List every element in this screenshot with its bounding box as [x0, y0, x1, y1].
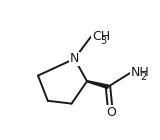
Text: N: N	[70, 52, 79, 65]
Text: 2: 2	[140, 72, 147, 82]
Text: O: O	[106, 106, 116, 118]
Text: CH: CH	[92, 30, 110, 43]
Text: NH: NH	[130, 66, 149, 79]
Polygon shape	[87, 81, 108, 88]
Text: 3: 3	[101, 36, 107, 46]
